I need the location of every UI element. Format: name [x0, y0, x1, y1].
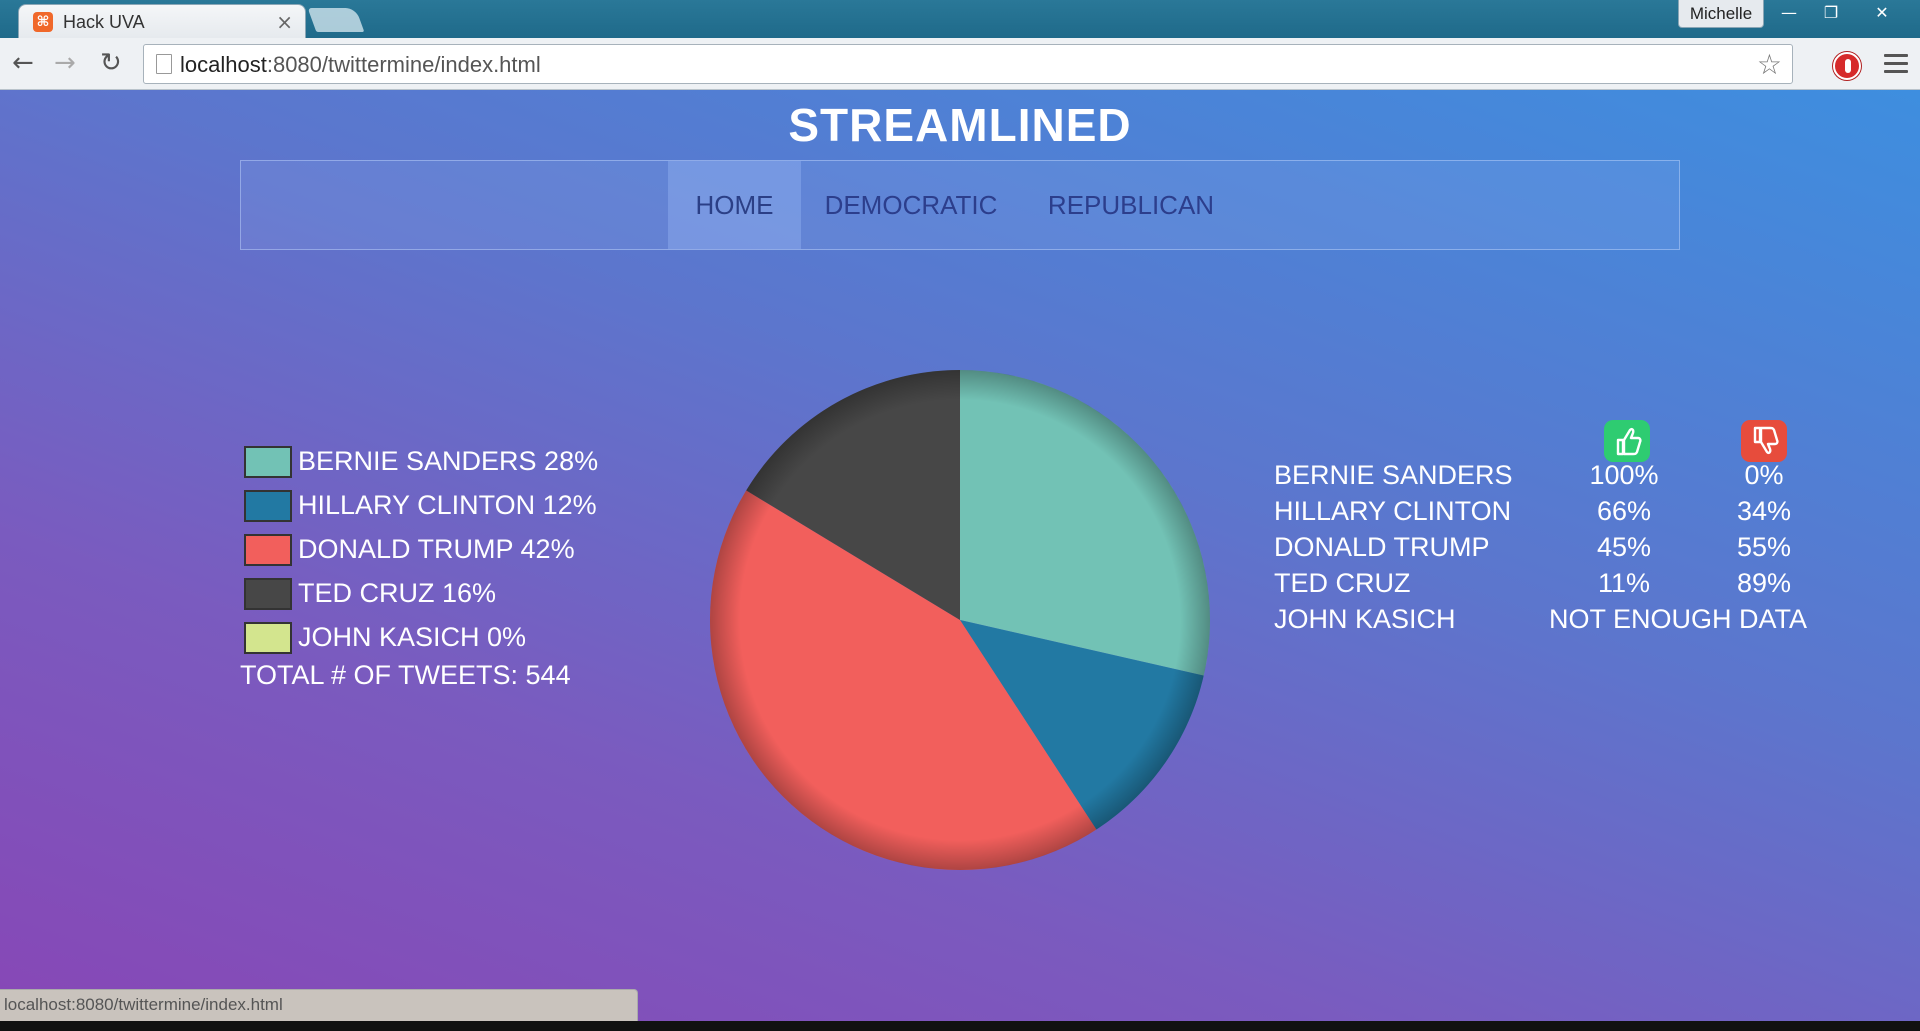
- page-icon: [156, 54, 172, 74]
- url-host: localhost: [180, 52, 267, 77]
- total-tweets: TOTAL # OF TWEETS: 544: [240, 660, 571, 690]
- legend-label: TED CRUZ 16%: [298, 578, 497, 608]
- table-row: BERNIE SANDERS 100% 0%: [1274, 460, 1874, 496]
- negative-percent: 34%: [1736, 496, 1792, 526]
- taskbar: [0, 1021, 1920, 1031]
- minimize-icon[interactable]: —: [1781, 3, 1797, 22]
- browser-titlebar: ⌘ Hack UVA × Michelle — ❐ ✕: [0, 0, 1920, 38]
- status-bar: localhost:8080/twittermine/index.html: [0, 989, 638, 1021]
- positive-percent: 100%: [1589, 460, 1659, 490]
- pie-bevel-shadow: [710, 370, 1210, 870]
- candidate-name: BERNIE SANDERS: [1274, 460, 1513, 490]
- candidate-name: DONALD TRUMP: [1274, 532, 1490, 562]
- legend-label: DONALD TRUMP 42%: [298, 534, 575, 564]
- pie-chart: [708, 368, 1212, 872]
- tab-title: Hack UVA: [63, 12, 145, 32]
- legend-label: HILLARY CLINTON 12%: [298, 490, 597, 520]
- pie-chart-svg: [709, 370, 1210, 871]
- window-close-icon[interactable]: ✕: [1875, 3, 1889, 22]
- positive-percent: 66%: [1596, 496, 1652, 526]
- adblock-extension-icon[interactable]: [1833, 52, 1861, 80]
- address-bar[interactable]: localhost:8080/twittermine/index.html ☆: [143, 44, 1793, 84]
- thumbs-up-icon: [1604, 420, 1650, 462]
- bookmark-star-icon[interactable]: ☆: [1756, 48, 1782, 81]
- positive-percent: 11%: [1597, 568, 1651, 598]
- forward-icon[interactable]: →: [54, 48, 76, 78]
- site-title: STREAMLINED: [788, 99, 1132, 151]
- back-icon[interactable]: ←: [12, 48, 34, 78]
- legend-swatch: [244, 622, 292, 654]
- url-path: :8080/twittermine/index.html: [266, 52, 541, 77]
- thumbs-down-icon: [1741, 420, 1787, 462]
- legend-swatch: [244, 534, 292, 566]
- new-tab-button[interactable]: [307, 8, 365, 32]
- nav-republican[interactable]: REPUBLICAN: [1047, 190, 1215, 220]
- table-row: HILLARY CLINTON 66% 34%: [1274, 496, 1874, 532]
- xampp-favicon-icon: ⌘: [33, 12, 53, 32]
- legend-swatch: [244, 578, 292, 610]
- legend-label: JOHN KASICH 0%: [298, 622, 527, 652]
- menu-icon[interactable]: [1884, 54, 1908, 74]
- table-row: TED CRUZ 11% 89%: [1274, 568, 1874, 604]
- table-row: DONALD TRUMP 45% 55%: [1274, 532, 1874, 568]
- candidate-name: HILLARY CLINTON: [1274, 496, 1512, 526]
- not-enough-data: NOT ENOUGH DATA: [1549, 604, 1808, 634]
- candidate-name: TED CRUZ: [1274, 568, 1411, 598]
- main-nav: HOME DEMOCRATIC REPUBLICAN: [240, 160, 1680, 250]
- legend-swatch: [244, 446, 292, 478]
- negative-percent: 55%: [1736, 532, 1792, 562]
- page-content: STREAMLINED HOME DEMOCRATIC REPUBLICAN B…: [0, 90, 1920, 1021]
- table-row: JOHN KASICH NOT ENOUGH DATA: [1274, 604, 1874, 640]
- positive-percent: 45%: [1596, 532, 1652, 562]
- url-text[interactable]: localhost:8080/twittermine/index.html: [180, 52, 541, 78]
- browser-tab[interactable]: ⌘ Hack UVA ×: [18, 4, 306, 38]
- legend-swatch: [244, 490, 292, 522]
- candidate-name: JOHN KASICH: [1274, 604, 1456, 634]
- nav-home[interactable]: HOME: [668, 161, 801, 249]
- profile-button[interactable]: Michelle: [1678, 0, 1764, 28]
- tab-close-icon[interactable]: ×: [276, 10, 293, 34]
- reload-icon[interactable]: ↻: [100, 48, 122, 78]
- legend-label: BERNIE SANDERS 28%: [298, 446, 599, 476]
- negative-percent: 89%: [1736, 568, 1792, 598]
- negative-percent: 0%: [1744, 460, 1784, 490]
- restore-icon[interactable]: ❐: [1823, 3, 1839, 22]
- nav-democratic[interactable]: DEMOCRATIC: [824, 190, 998, 220]
- browser-toolbar: ← → ↻ localhost:8080/twittermine/index.h…: [0, 38, 1920, 90]
